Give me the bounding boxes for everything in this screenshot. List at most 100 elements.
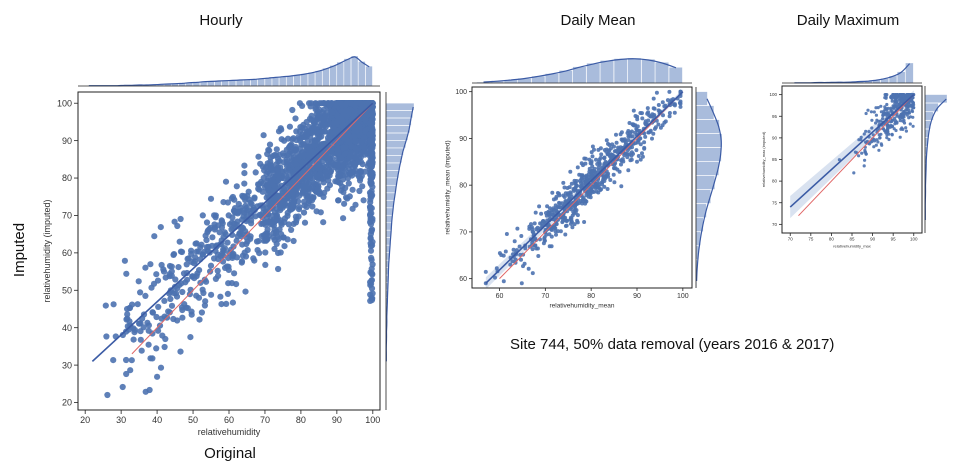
daily-mean-point (651, 131, 656, 136)
daily-mean-point (613, 149, 618, 153)
daily-mean-panel: Daily Mean 60 70 80 90 100 60 70 80 90 100 relative… (445, 12, 723, 310)
hourly-point (174, 317, 181, 324)
hourly-point (353, 146, 360, 153)
daily-max-point (884, 93, 888, 97)
daily-mean-point (503, 249, 508, 254)
hourly-point (158, 315, 165, 322)
daily-max-ytick-label: 80 (772, 179, 778, 184)
daily-max-point (857, 138, 861, 142)
daily-max-point (894, 128, 898, 133)
daily-mean-point (594, 157, 598, 162)
daily-max-point (884, 131, 888, 135)
hourly-xtick-label: 20 (80, 415, 90, 425)
daily-max-point (904, 129, 909, 133)
daily-mean-point (606, 171, 611, 176)
hourly-point (160, 268, 168, 275)
daily-mean-point (585, 190, 590, 195)
hourly-point (335, 139, 342, 146)
hourly-point (341, 133, 348, 140)
daily-mean-yhist-bar (695, 161, 719, 176)
daily-mean-point (629, 153, 634, 158)
daily-max-point (872, 110, 876, 114)
hourly-point (241, 249, 248, 256)
daily-mean-point (625, 131, 630, 135)
hourly-point (342, 144, 349, 151)
daily-mean-point (643, 134, 648, 139)
daily-mean-point (611, 172, 616, 177)
daily-mean-point (597, 161, 602, 166)
hourly-point (295, 166, 302, 173)
daily-mean-point (508, 262, 513, 267)
hourly-point (181, 301, 188, 308)
hourly-point (313, 137, 320, 144)
daily-mean-point (580, 173, 585, 178)
daily-max-point (863, 150, 868, 154)
daily-mean-point (590, 154, 595, 159)
daily-mean-point (620, 137, 625, 142)
daily-mean-point (626, 168, 631, 173)
daily-max-ytick-label: 95 (772, 114, 778, 119)
daily-mean-point (536, 254, 541, 258)
hourly-point (233, 183, 240, 190)
hourly-point (276, 226, 283, 233)
hourly-point (340, 111, 347, 118)
daily-mean-point (612, 144, 616, 149)
hourly-point (314, 173, 321, 180)
hourly-point (263, 170, 270, 177)
hourly-xhist-bar (307, 72, 316, 87)
hourly-point (218, 301, 225, 308)
daily-mean-xhist-bar (641, 59, 656, 84)
daily-mean-point (636, 154, 641, 158)
daily-mean-point (580, 180, 585, 185)
daily-mean-point (636, 138, 641, 143)
hourly-point (184, 305, 191, 312)
hourly-point (280, 159, 287, 166)
hourly-point (127, 367, 134, 374)
hourly-point (309, 129, 316, 136)
daily-mean-point (658, 125, 663, 130)
daily-mean-point (677, 101, 682, 105)
hourly-plot-area (91, 100, 376, 399)
hourly-point (177, 215, 184, 223)
daily-mean-point (563, 232, 568, 237)
hourly-point (357, 100, 364, 107)
hourly-point (312, 119, 319, 126)
daily-max-plot-area (789, 90, 916, 219)
daily-mean-point (567, 196, 572, 201)
daily-max-point (870, 118, 874, 122)
daily-max-point (879, 110, 884, 114)
hourly-point (293, 146, 300, 153)
hourly-point (342, 184, 349, 192)
daily-max-point (852, 171, 856, 175)
daily-mean-point (590, 164, 595, 169)
hourly-point (135, 278, 142, 285)
hourly-point (275, 265, 282, 273)
hourly-point (165, 308, 172, 315)
figure-caption: Site 744, 50% data removal (years 2016 &… (510, 336, 834, 353)
daily-mean-point (667, 111, 672, 115)
daily-mean-point (651, 96, 656, 101)
hourly-point (103, 333, 110, 340)
hourly-point (263, 230, 270, 237)
hourly-yhist-bar (385, 125, 410, 133)
daily-mean-point (651, 106, 656, 111)
hourly-ytick-label: 70 (62, 211, 72, 221)
hourly-point (238, 259, 245, 266)
hourly-xhist-bar (315, 70, 323, 87)
daily-max-point (864, 111, 868, 116)
hourly-point (284, 193, 291, 201)
hourly-point (187, 286, 194, 293)
hourly-point (295, 133, 302, 141)
daily-mean-frame (471, 86, 693, 289)
hourly-point (368, 190, 375, 197)
hourly-point (274, 215, 281, 222)
hourly-point (195, 294, 203, 301)
hourly-point (334, 127, 342, 134)
daily-mean-point (671, 102, 676, 107)
daily-max-point (897, 98, 901, 102)
hourly-point (198, 309, 205, 316)
hourly-point (268, 165, 275, 172)
hourly-point (123, 356, 130, 364)
hourly-point (110, 301, 117, 308)
daily-mean-point (577, 172, 582, 177)
